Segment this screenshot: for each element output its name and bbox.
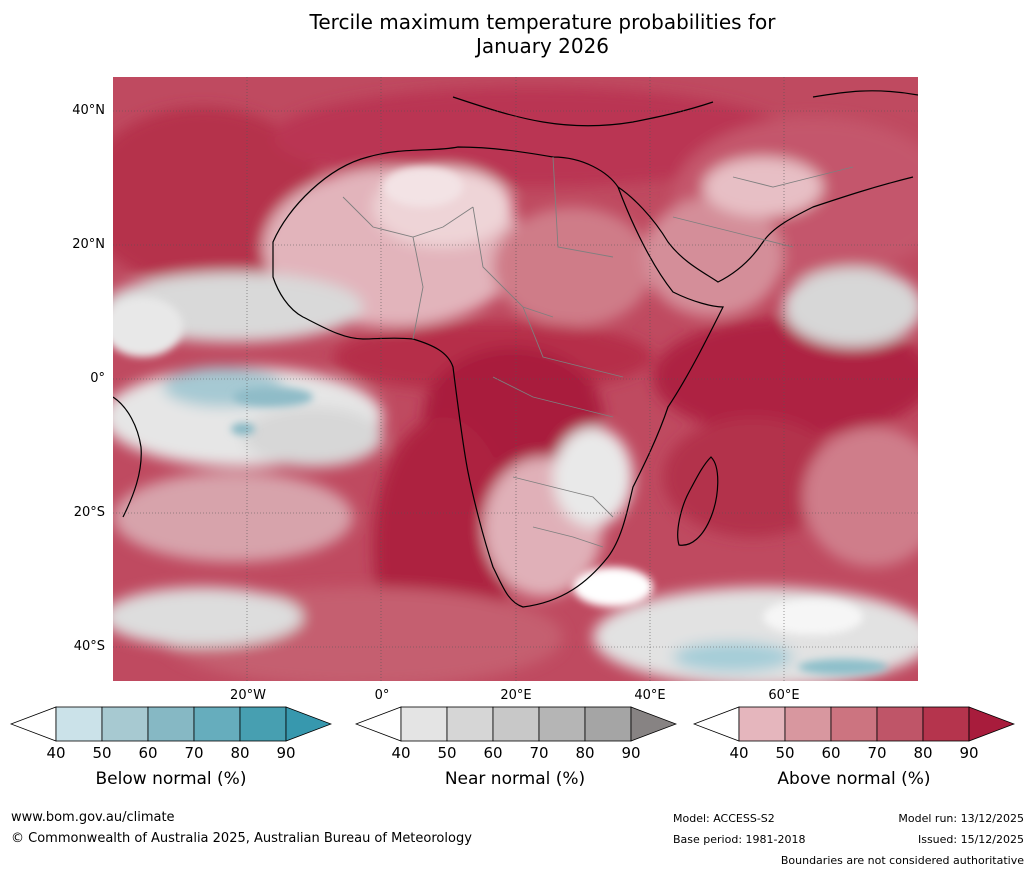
above-swatch-3 [830, 706, 878, 742]
colorbar-below [10, 706, 332, 742]
above-swatch-low [693, 706, 740, 742]
near-tick-label: 50 [437, 744, 457, 762]
near-tick-label: 90 [621, 744, 641, 762]
footer-model: Model: ACCESS-S2 [673, 812, 775, 825]
chart-title: Tercile maximum temperature probabilitie… [0, 10, 1035, 58]
near-swatch-low [355, 706, 402, 742]
footer-url[interactable]: www.bom.gov.au/climate [11, 810, 175, 825]
title-line-2: January 2026 [475, 34, 610, 58]
below-tick-label: 90 [276, 744, 296, 762]
lat-label-0: 0° [90, 371, 105, 386]
colorbar-below-title: Below normal (%) [95, 769, 247, 789]
near-tick-label: 80 [575, 744, 595, 762]
footer-issued: Issued: 15/12/2025 [917, 833, 1024, 846]
mediterranean-coastline [452, 96, 714, 127]
above-tick-label: 70 [867, 744, 887, 762]
near-tick-label: 70 [529, 744, 549, 762]
above-tick-label: 40 [729, 744, 749, 762]
above-tick-label: 80 [913, 744, 933, 762]
forecast-map [113, 77, 918, 681]
near-swatch-4 [538, 706, 586, 742]
lon-label-60e: 60°E [768, 688, 800, 703]
above-swatch-4 [876, 706, 924, 742]
below-swatch-2 [101, 706, 149, 742]
colorbar-above [693, 706, 1015, 742]
footer-disclaimer: Boundaries are not considered authoritat… [780, 854, 1024, 867]
lon-label-20w: 20°W [230, 688, 266, 703]
lat-label-40s: 40°S [73, 639, 105, 654]
country-boundaries [342, 156, 854, 548]
below-swatch-high [285, 706, 332, 742]
below-swatch-4 [193, 706, 241, 742]
above-swatch-1 [738, 706, 786, 742]
above-swatch-high [968, 706, 1015, 742]
coastlines [113, 90, 918, 608]
below-swatch-low [10, 706, 57, 742]
africa-coastline [272, 146, 724, 608]
lon-label-20e: 20°E [500, 688, 532, 703]
lat-label-20s: 20°S [73, 505, 105, 520]
near-swatch-3 [492, 706, 540, 742]
footer-copyright: © Commonwealth of Australia 2025, Austra… [11, 831, 472, 846]
below-swatch-1 [55, 706, 103, 742]
lon-label-40e: 40°E [634, 688, 666, 703]
below-swatch-5 [239, 706, 287, 742]
above-tick-label: 60 [821, 744, 841, 762]
colorbar-near-title: Near normal (%) [444, 769, 586, 789]
near-tick-label: 60 [483, 744, 503, 762]
title-line-1: Tercile maximum temperature probabilitie… [309, 10, 776, 34]
above-swatch-2 [784, 706, 832, 742]
colorbar-above-title: Above normal (%) [777, 769, 931, 789]
map-svg [113, 77, 918, 681]
lat-label-40n: 40°N [72, 103, 105, 118]
near-swatch-1 [400, 706, 448, 742]
below-tick-label: 80 [230, 744, 250, 762]
north-coastline [812, 90, 918, 98]
lat-label-20n: 20°N [72, 237, 105, 252]
probability-detail [113, 167, 888, 675]
below-tick-label: 60 [138, 744, 158, 762]
below-tick-label: 50 [92, 744, 112, 762]
below-tick-label: 40 [46, 744, 66, 762]
near-swatch-5 [584, 706, 632, 742]
above-tick-label: 90 [959, 744, 979, 762]
lon-label-0: 0° [374, 688, 390, 703]
footer-base-period: Base period: 1981-2018 [673, 833, 806, 846]
arabia-coastline [617, 176, 914, 283]
above-swatch-5 [922, 706, 970, 742]
south-america-coastline [113, 396, 142, 518]
below-tick-label: 70 [184, 744, 204, 762]
near-swatch-high [630, 706, 677, 742]
madagascar-coastline [677, 456, 719, 546]
near-swatch-2 [446, 706, 494, 742]
footer-model-run: Model run: 13/12/2025 [898, 812, 1024, 825]
colorbar-near [355, 706, 677, 742]
above-tick-label: 50 [775, 744, 795, 762]
below-swatch-3 [147, 706, 195, 742]
near-tick-label: 40 [391, 744, 411, 762]
graticule [113, 77, 918, 681]
